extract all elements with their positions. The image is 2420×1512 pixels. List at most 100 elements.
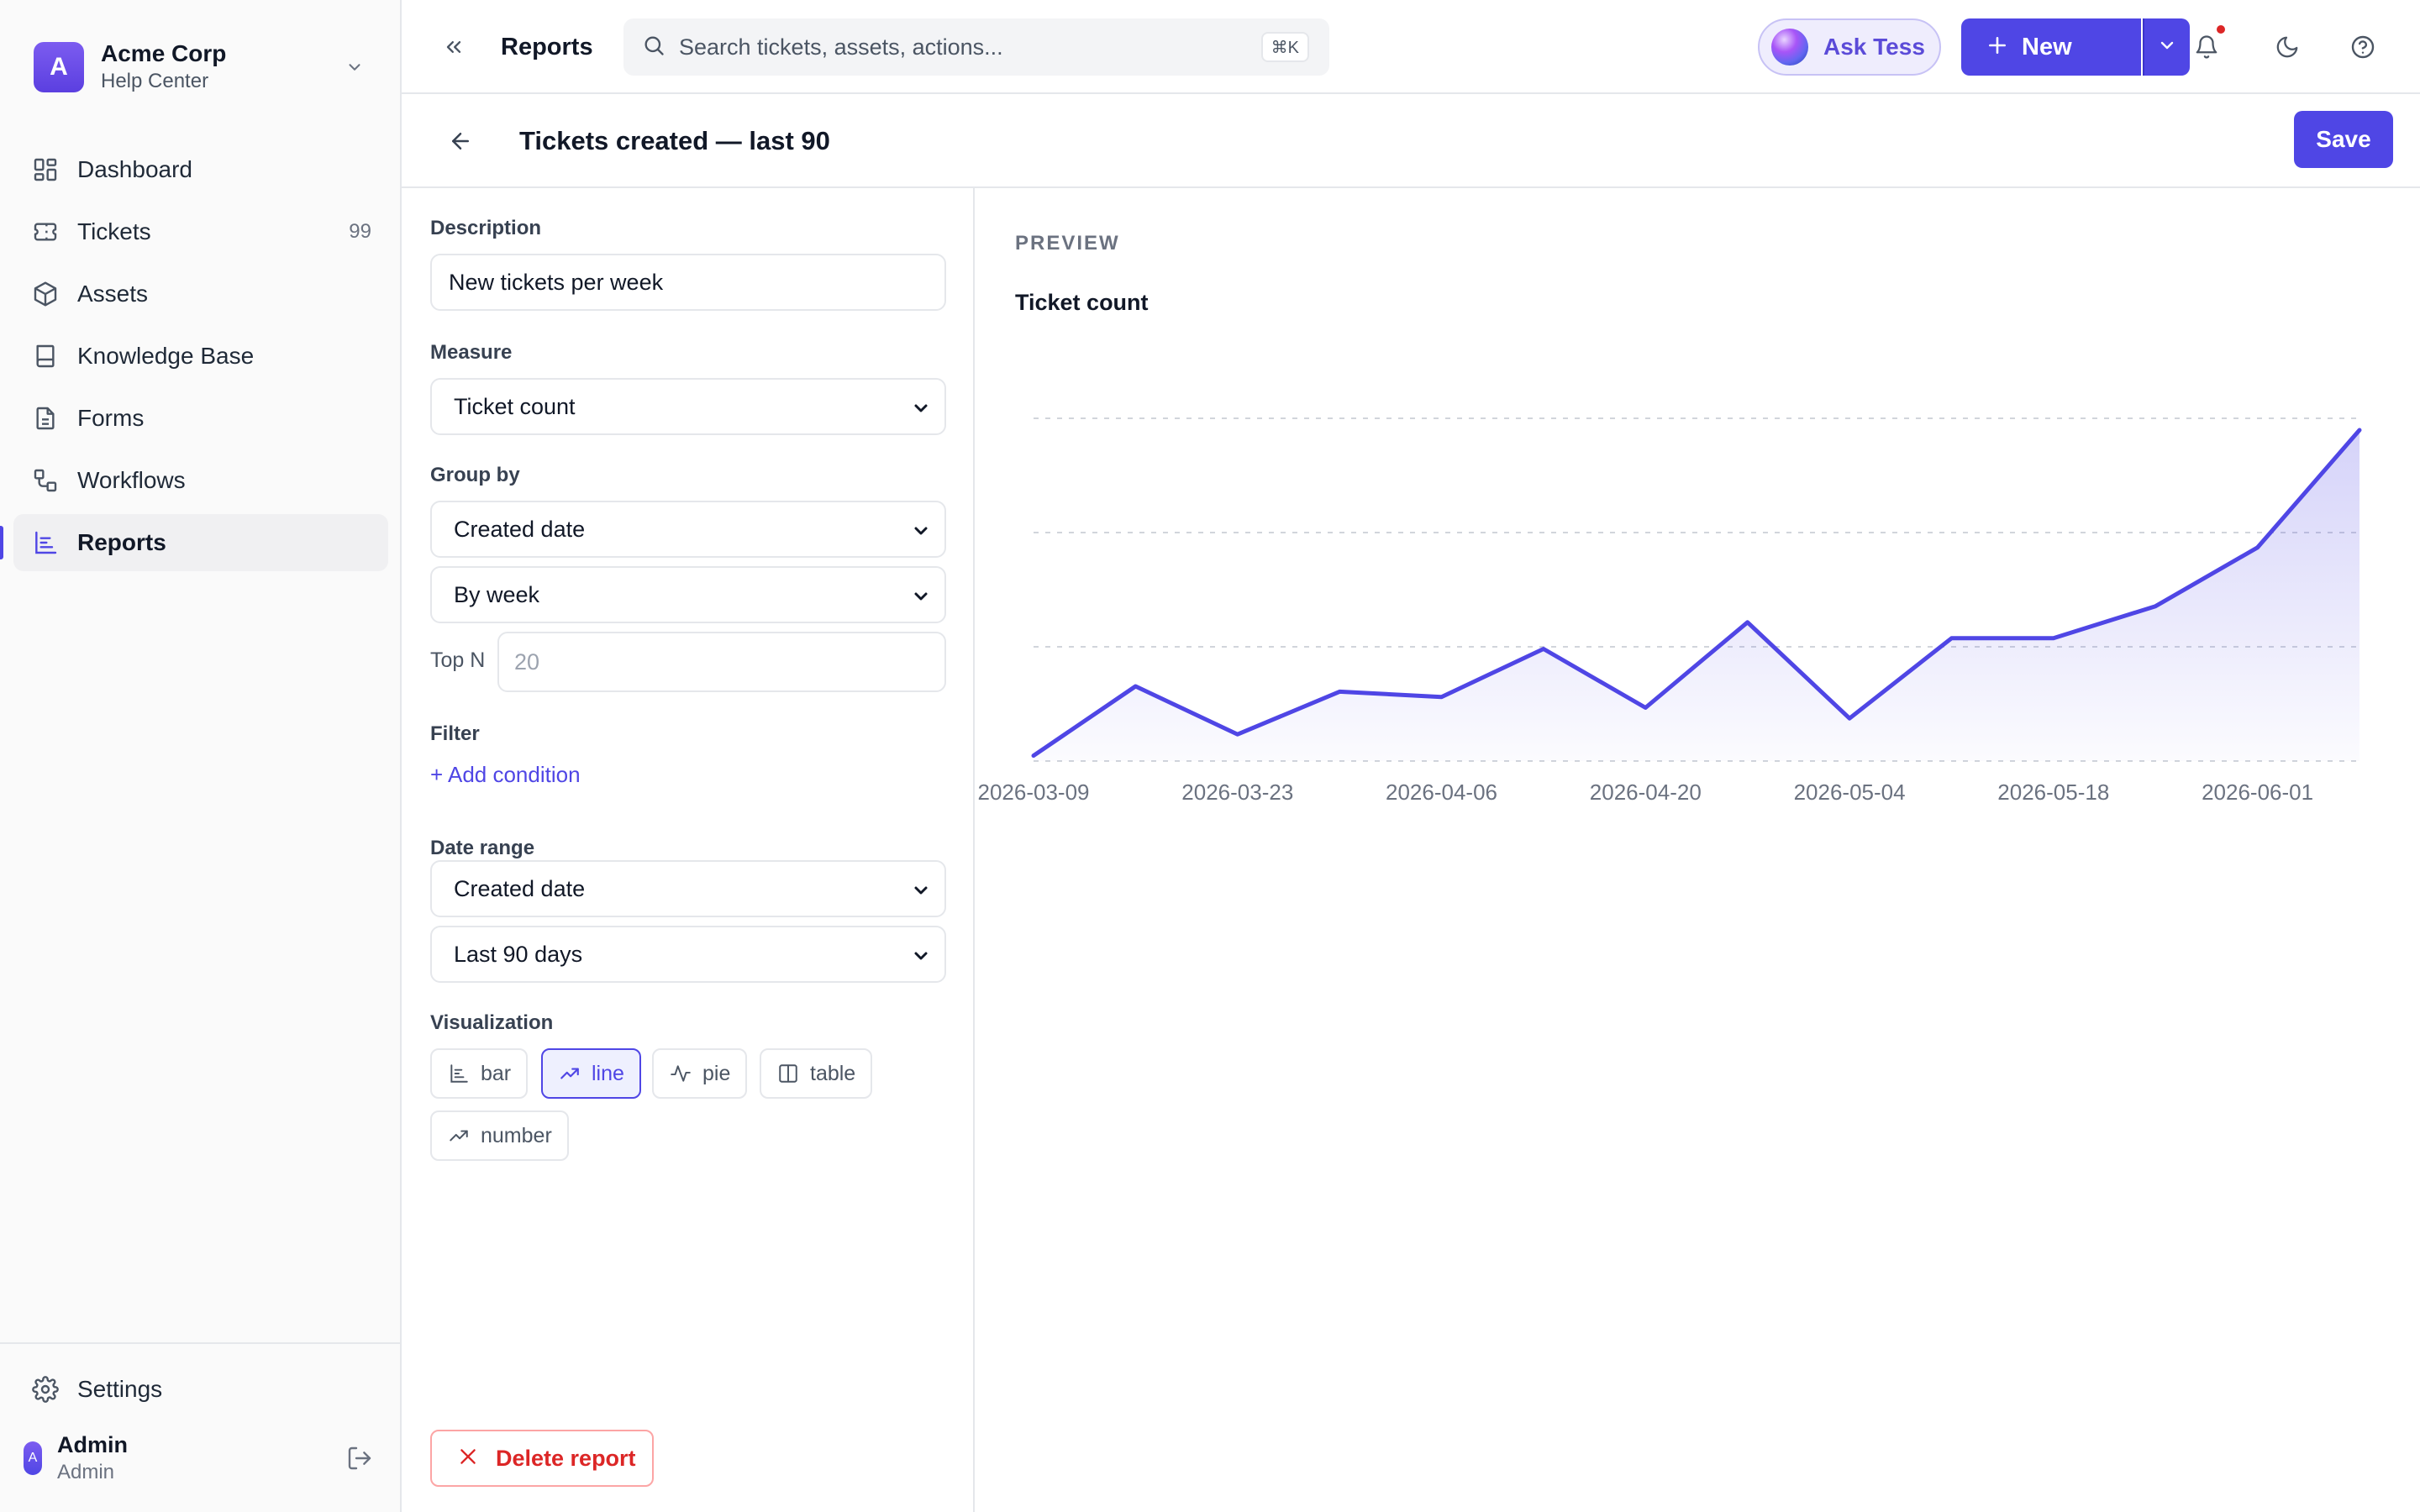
new-button[interactable]: New bbox=[1961, 18, 2141, 76]
settings-label: Settings bbox=[77, 1376, 163, 1402]
viz-option-line[interactable]: line bbox=[541, 1048, 641, 1099]
add-condition-link[interactable]: + Add condition bbox=[430, 762, 581, 787]
description-field[interactable]: New tickets per week bbox=[430, 254, 946, 311]
bell-icon[interactable] bbox=[2190, 30, 2223, 64]
select-value: Created date bbox=[454, 516, 586, 542]
sidebar-item-label: Tickets bbox=[77, 218, 151, 244]
report-config-panel: Description New tickets per week Measure… bbox=[402, 188, 975, 1512]
date-field-select[interactable]: Created date bbox=[430, 860, 946, 917]
viz-option-number[interactable]: number bbox=[430, 1110, 569, 1161]
search-placeholder: Search tickets, assets, actions... bbox=[679, 34, 1003, 60]
ask-tess-button[interactable]: Ask Tess bbox=[1758, 18, 1941, 76]
breadcrumb[interactable]: Reports bbox=[501, 34, 593, 60]
org-subtitle: Help Center bbox=[101, 70, 209, 92]
sidebar-item-assets[interactable]: Assets bbox=[13, 265, 388, 323]
select-value: Ticket count bbox=[454, 393, 576, 419]
date-range-select[interactable]: Last 90 days bbox=[430, 926, 946, 983]
viz-option-pie[interactable]: pie bbox=[652, 1048, 748, 1099]
measure-select[interactable]: Ticket count bbox=[430, 378, 946, 435]
viz-option-table[interactable]: table bbox=[760, 1048, 873, 1099]
sidebar-item-dashboard[interactable]: Dashboard bbox=[13, 141, 388, 198]
plus-icon bbox=[1986, 34, 2008, 60]
measure-label: Measure bbox=[430, 341, 513, 364]
ask-tess-label: Ask Tess bbox=[1823, 34, 1925, 60]
dashboard-icon bbox=[30, 155, 60, 185]
chevron-down-icon bbox=[914, 886, 928, 895]
avatar[interactable]: A bbox=[24, 1441, 42, 1475]
sidebar-item-knowledge-base[interactable]: Knowledge Base bbox=[13, 328, 388, 385]
org-text: Acme Corp Help Center bbox=[101, 39, 226, 95]
page-header: Tickets created — last 90 Save bbox=[402, 94, 2420, 188]
notification-dot bbox=[2217, 25, 2225, 34]
series-area bbox=[1034, 430, 2360, 761]
report-preview: PREVIEW Ticket count 2026-03-09 2026-03-2… bbox=[975, 188, 2420, 1512]
sidebar-item-label: Workflows bbox=[77, 467, 186, 493]
arrow-left-icon[interactable] bbox=[442, 123, 479, 160]
sidebar-item-settings[interactable]: Settings bbox=[30, 1364, 162, 1415]
sidebar-nav: Dashboard Tickets 99 Assets Knowledge B bbox=[0, 141, 388, 576]
user-profile: A Admin Admin bbox=[24, 1425, 376, 1492]
x-tick-label: 2026-03-23 bbox=[1181, 780, 1293, 805]
search-input[interactable]: Search tickets, assets, actions... ⌘K bbox=[623, 18, 1329, 76]
viz-option-label: bar bbox=[481, 1061, 512, 1085]
user-role: Admin bbox=[57, 1461, 115, 1483]
sidebar-item-workflows[interactable]: Workflows bbox=[13, 452, 388, 509]
sidebar-item-tickets[interactable]: Tickets 99 bbox=[13, 203, 388, 260]
trend-up-icon bbox=[447, 1124, 471, 1147]
workflow-icon bbox=[30, 465, 60, 496]
collapse-sidebar-icon[interactable] bbox=[437, 30, 471, 64]
gear-icon bbox=[30, 1374, 60, 1404]
select-value: Last 90 days bbox=[454, 941, 583, 967]
logout-icon[interactable] bbox=[343, 1441, 376, 1475]
top-n-label: Top N bbox=[430, 648, 486, 672]
chevron-down-icon bbox=[914, 592, 928, 601]
ticket-icon bbox=[30, 217, 60, 247]
x-tick-label: 2026-04-20 bbox=[1590, 780, 1702, 805]
bar-chart-icon bbox=[447, 1062, 471, 1085]
reports-icon bbox=[30, 528, 60, 558]
close-icon bbox=[457, 1446, 479, 1472]
delete-report-button[interactable]: Delete report bbox=[430, 1430, 654, 1487]
x-tick-label: 2026-05-18 bbox=[1997, 780, 2109, 805]
visualization-label: Visualization bbox=[430, 1011, 554, 1034]
top-n-input[interactable]: 20 bbox=[497, 632, 946, 692]
moon-icon[interactable] bbox=[2270, 30, 2304, 64]
chevron-down-icon bbox=[914, 404, 928, 412]
chevron-down-icon bbox=[2157, 35, 2177, 60]
chevron-down-icon[interactable] bbox=[339, 52, 370, 82]
line-chart: 2026-03-09 2026-03-23 2026-04-06 2026-04-20… bbox=[978, 417, 2362, 805]
sidebar-item-label: Dashboard bbox=[77, 156, 192, 182]
viz-option-bar[interactable]: bar bbox=[430, 1048, 529, 1099]
save-button[interactable]: Save bbox=[2294, 111, 2393, 168]
sidebar-footer: Settings A Admin Admin bbox=[0, 1342, 400, 1512]
group-by-select[interactable]: Created date bbox=[430, 501, 946, 558]
org-switcher[interactable]: A Acme Corp Help Center bbox=[34, 40, 370, 94]
chart-x-axis: 2026-03-09 2026-03-23 2026-04-06 2026-04-20… bbox=[978, 780, 2314, 805]
viz-option-label: number bbox=[481, 1123, 552, 1147]
select-value: Created date bbox=[454, 875, 586, 901]
assistant-orb-icon bbox=[1771, 29, 1808, 66]
chevron-down-icon bbox=[914, 952, 928, 960]
help-icon[interactable] bbox=[2346, 30, 2380, 64]
new-dropdown-button[interactable] bbox=[2143, 18, 2190, 76]
sidebar-item-label: Reports bbox=[77, 529, 166, 555]
top-bar: Reports Search tickets, assets, actions.… bbox=[402, 0, 2420, 94]
org-name: Acme Corp bbox=[101, 40, 227, 66]
x-tick-label: 2026-06-01 bbox=[2202, 780, 2313, 805]
date-range-label: Date range bbox=[430, 837, 535, 859]
sidebar-item-forms[interactable]: Forms bbox=[13, 390, 388, 447]
group-interval-select[interactable]: By week bbox=[430, 566, 946, 623]
chart-area bbox=[1034, 430, 2360, 761]
chevron-down-icon bbox=[914, 527, 928, 535]
sidebar: A Acme Corp Help Center Dashboard Ticket… bbox=[0, 0, 402, 1512]
description-label: Description bbox=[430, 217, 542, 239]
page-title: Tickets created — last 90 bbox=[519, 126, 830, 155]
shortcut-hint: ⌘K bbox=[1260, 32, 1309, 62]
viz-option-label: table bbox=[810, 1061, 856, 1085]
filter-label: Filter bbox=[430, 722, 480, 745]
sidebar-item-reports[interactable]: Reports bbox=[0, 514, 388, 571]
x-tick-label: 2026-04-06 bbox=[1386, 780, 1497, 805]
org-avatar: A bbox=[34, 42, 84, 92]
user-name: Admin bbox=[57, 1432, 128, 1457]
